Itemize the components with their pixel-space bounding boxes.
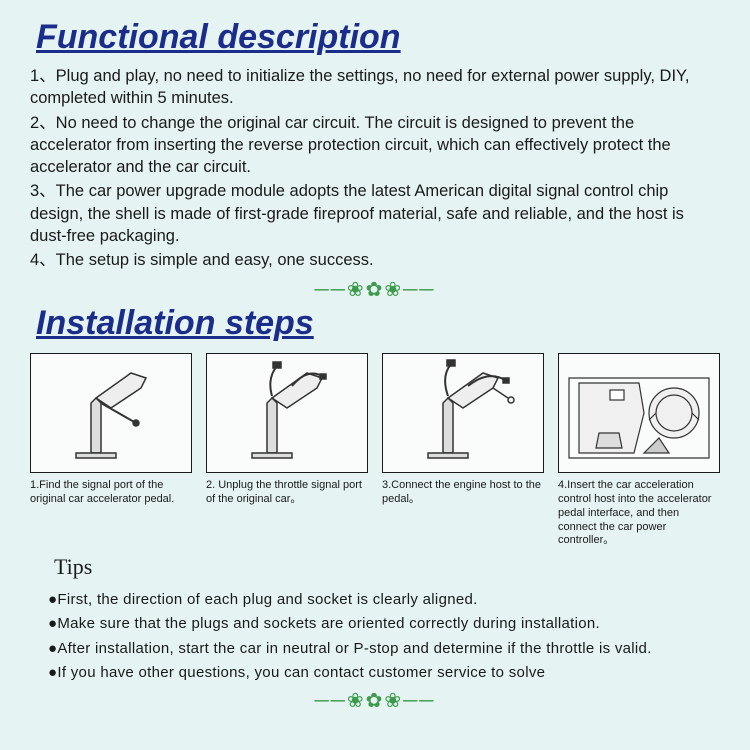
tip-item: ●If you have other questions, you can co…	[48, 661, 720, 684]
step-3-diagram	[382, 353, 544, 473]
step-4-caption: 4.Insert the car acceleration control ho…	[558, 479, 720, 548]
functional-description-list: 1、Plug and play, no need to initialize t…	[30, 65, 720, 271]
ornament-divider-icon: ──❀✿❀──	[30, 688, 720, 713]
functional-description-title: Functional description	[36, 18, 720, 57]
desc-item: 1、Plug and play, no need to initialize t…	[30, 65, 720, 110]
ornament-divider-icon: ──❀✿❀──	[30, 277, 720, 302]
step-1-caption: 1.Find the signal port of the original c…	[30, 479, 192, 507]
step-2-diagram	[206, 353, 368, 473]
tip-item: ●First, the direction of each plug and s…	[48, 588, 720, 611]
tips-list: ●First, the direction of each plug and s…	[48, 588, 720, 684]
step-3-caption: 3.Connect the engine host to the pedal。	[382, 479, 544, 507]
installation-steps-title: Installation steps	[36, 304, 720, 343]
step-3: 3.Connect the engine host to the pedal。	[382, 353, 544, 548]
step-2-caption: 2. Unplug the throttle signal port of th…	[206, 479, 368, 507]
steps-row: 1.Find the signal port of the original c…	[30, 353, 720, 548]
tip-item: ●After installation, start the car in ne…	[48, 637, 720, 660]
step-1-diagram	[30, 353, 192, 473]
desc-item: 4、The setup is simple and easy, one succ…	[30, 249, 720, 271]
step-4: 4.Insert the car acceleration control ho…	[558, 353, 720, 548]
desc-item: 3、The car power upgrade module adopts th…	[30, 180, 720, 247]
tip-item: ●Make sure that the plugs and sockets ar…	[48, 612, 720, 635]
step-2: 2. Unplug the throttle signal port of th…	[206, 353, 368, 548]
tips-title: Tips	[54, 554, 720, 580]
step-1: 1.Find the signal port of the original c…	[30, 353, 192, 548]
desc-item: 2、No need to change the original car cir…	[30, 112, 720, 179]
step-4-diagram	[558, 353, 720, 473]
